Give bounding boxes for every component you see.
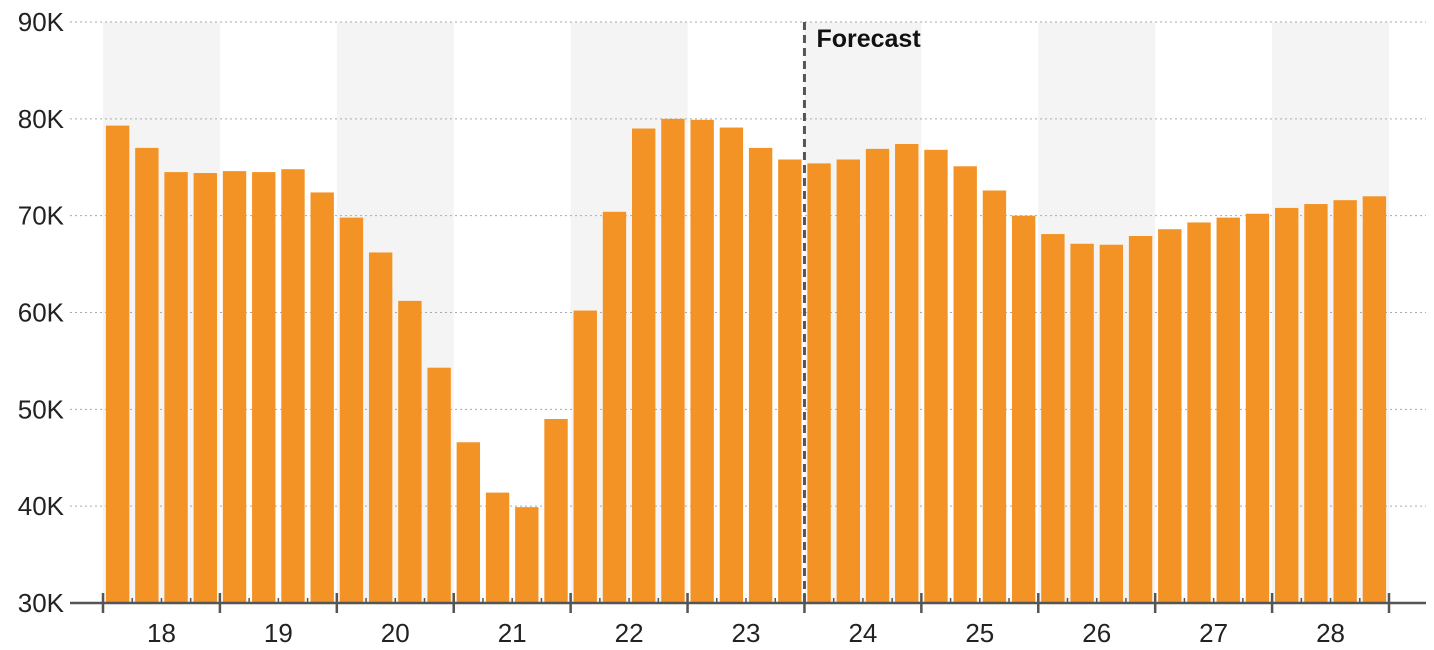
bar <box>515 507 539 603</box>
x-tick-label: 19 <box>264 618 293 648</box>
y-axis-labels: 30K 40K 50K 60K 70K 80K 90K <box>18 7 65 618</box>
bar <box>164 172 188 603</box>
bar <box>1128 236 1153 604</box>
bar <box>895 144 919 603</box>
bar <box>1333 200 1357 603</box>
bar <box>544 419 568 603</box>
bar <box>690 119 714 603</box>
x-axis <box>70 593 1426 613</box>
bar <box>865 148 890 603</box>
bar <box>368 252 393 604</box>
x-tick-label: 18 <box>147 618 176 648</box>
x-tick-label: 27 <box>1199 618 1228 648</box>
x-tick-label: 28 <box>1316 618 1345 648</box>
x-tick-label: 21 <box>498 618 527 648</box>
bar <box>427 367 451 603</box>
bar <box>281 169 305 604</box>
forecast-annotation: Forecast <box>816 25 921 53</box>
y-tick-label: 30K <box>18 588 65 618</box>
x-tick-label: 26 <box>1082 618 1111 648</box>
bar <box>398 300 422 603</box>
bar <box>924 149 948 603</box>
x-tick-label: 25 <box>965 618 994 648</box>
bar <box>602 211 627 603</box>
bar <box>193 173 217 603</box>
x-axis-labels: 18 19 20 21 22 23 24 25 26 27 28 <box>147 618 1345 648</box>
bar <box>807 163 831 604</box>
x-tick-label: 24 <box>848 618 877 648</box>
y-tick-label: 70K <box>18 201 65 231</box>
x-tick-label: 23 <box>732 618 761 648</box>
bar <box>485 492 510 603</box>
bar <box>1011 215 1036 603</box>
bar <box>719 127 744 603</box>
bar <box>778 159 802 603</box>
x-tick-label: 22 <box>615 618 644 648</box>
y-tick-label: 50K <box>18 394 65 424</box>
bar <box>135 147 159 603</box>
bar <box>1158 229 1182 603</box>
bar <box>456 442 481 603</box>
bar <box>1275 207 1299 604</box>
bar <box>1216 217 1240 603</box>
bar <box>105 125 130 603</box>
y-tick-label: 40K <box>18 491 65 521</box>
bar <box>1041 234 1065 603</box>
bar <box>748 147 773 603</box>
bar <box>1362 196 1387 604</box>
bar <box>573 310 597 603</box>
bars <box>105 118 1387 604</box>
bar <box>661 118 685 603</box>
y-tick-label: 80K <box>18 104 65 134</box>
bar <box>836 159 860 603</box>
bar <box>953 166 977 603</box>
bar <box>1304 204 1328 603</box>
bar <box>310 192 334 603</box>
x-tick-label: 20 <box>381 618 410 648</box>
bar <box>632 128 656 603</box>
bar <box>252 172 276 603</box>
bar <box>1187 222 1211 603</box>
bar <box>222 171 247 603</box>
bar <box>982 190 1007 604</box>
bar <box>1099 244 1124 603</box>
y-tick-label: 60K <box>18 298 65 328</box>
bar <box>1070 243 1094 603</box>
bar <box>1245 213 1270 604</box>
bar <box>339 217 364 603</box>
y-tick-label: 90K <box>18 7 65 37</box>
